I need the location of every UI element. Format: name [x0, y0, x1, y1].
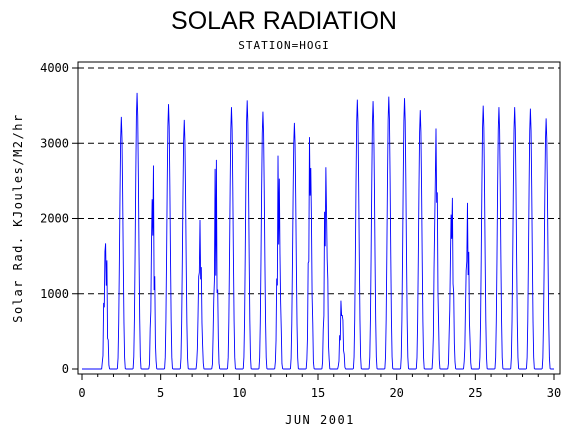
y-tick-label: 2000 [40, 212, 69, 226]
x-tick-label: 30 [547, 386, 561, 400]
x-tick-label: 25 [468, 386, 482, 400]
x-axis-label: JUN 2001 [285, 413, 355, 427]
solar-radiation-line [82, 92, 554, 370]
x-tick-label: 20 [389, 386, 403, 400]
gridlines [78, 67, 560, 295]
x-tick-label: 5 [157, 386, 164, 400]
y-axis-label: Solar Rad. KJoules/M2/hr [11, 113, 25, 322]
x-tick-label: 15 [311, 386, 325, 400]
y-axis: 0 1000 2000 3000 4000 [40, 61, 78, 376]
data-series [82, 92, 554, 370]
chart-title: SOLAR RADIATION [171, 7, 397, 35]
y-tick-label: 4000 [40, 61, 69, 75]
x-tick-label: 0 [78, 386, 85, 400]
chart-subtitle: STATION=HOGI [238, 39, 329, 52]
y-tick-label: 3000 [40, 136, 69, 150]
y-tick-label: 1000 [40, 287, 69, 301]
y-tick-label: 0 [62, 362, 69, 376]
x-axis: 0 5 10 15 20 25 30 [78, 374, 561, 400]
x-tick-label: 10 [232, 386, 246, 400]
